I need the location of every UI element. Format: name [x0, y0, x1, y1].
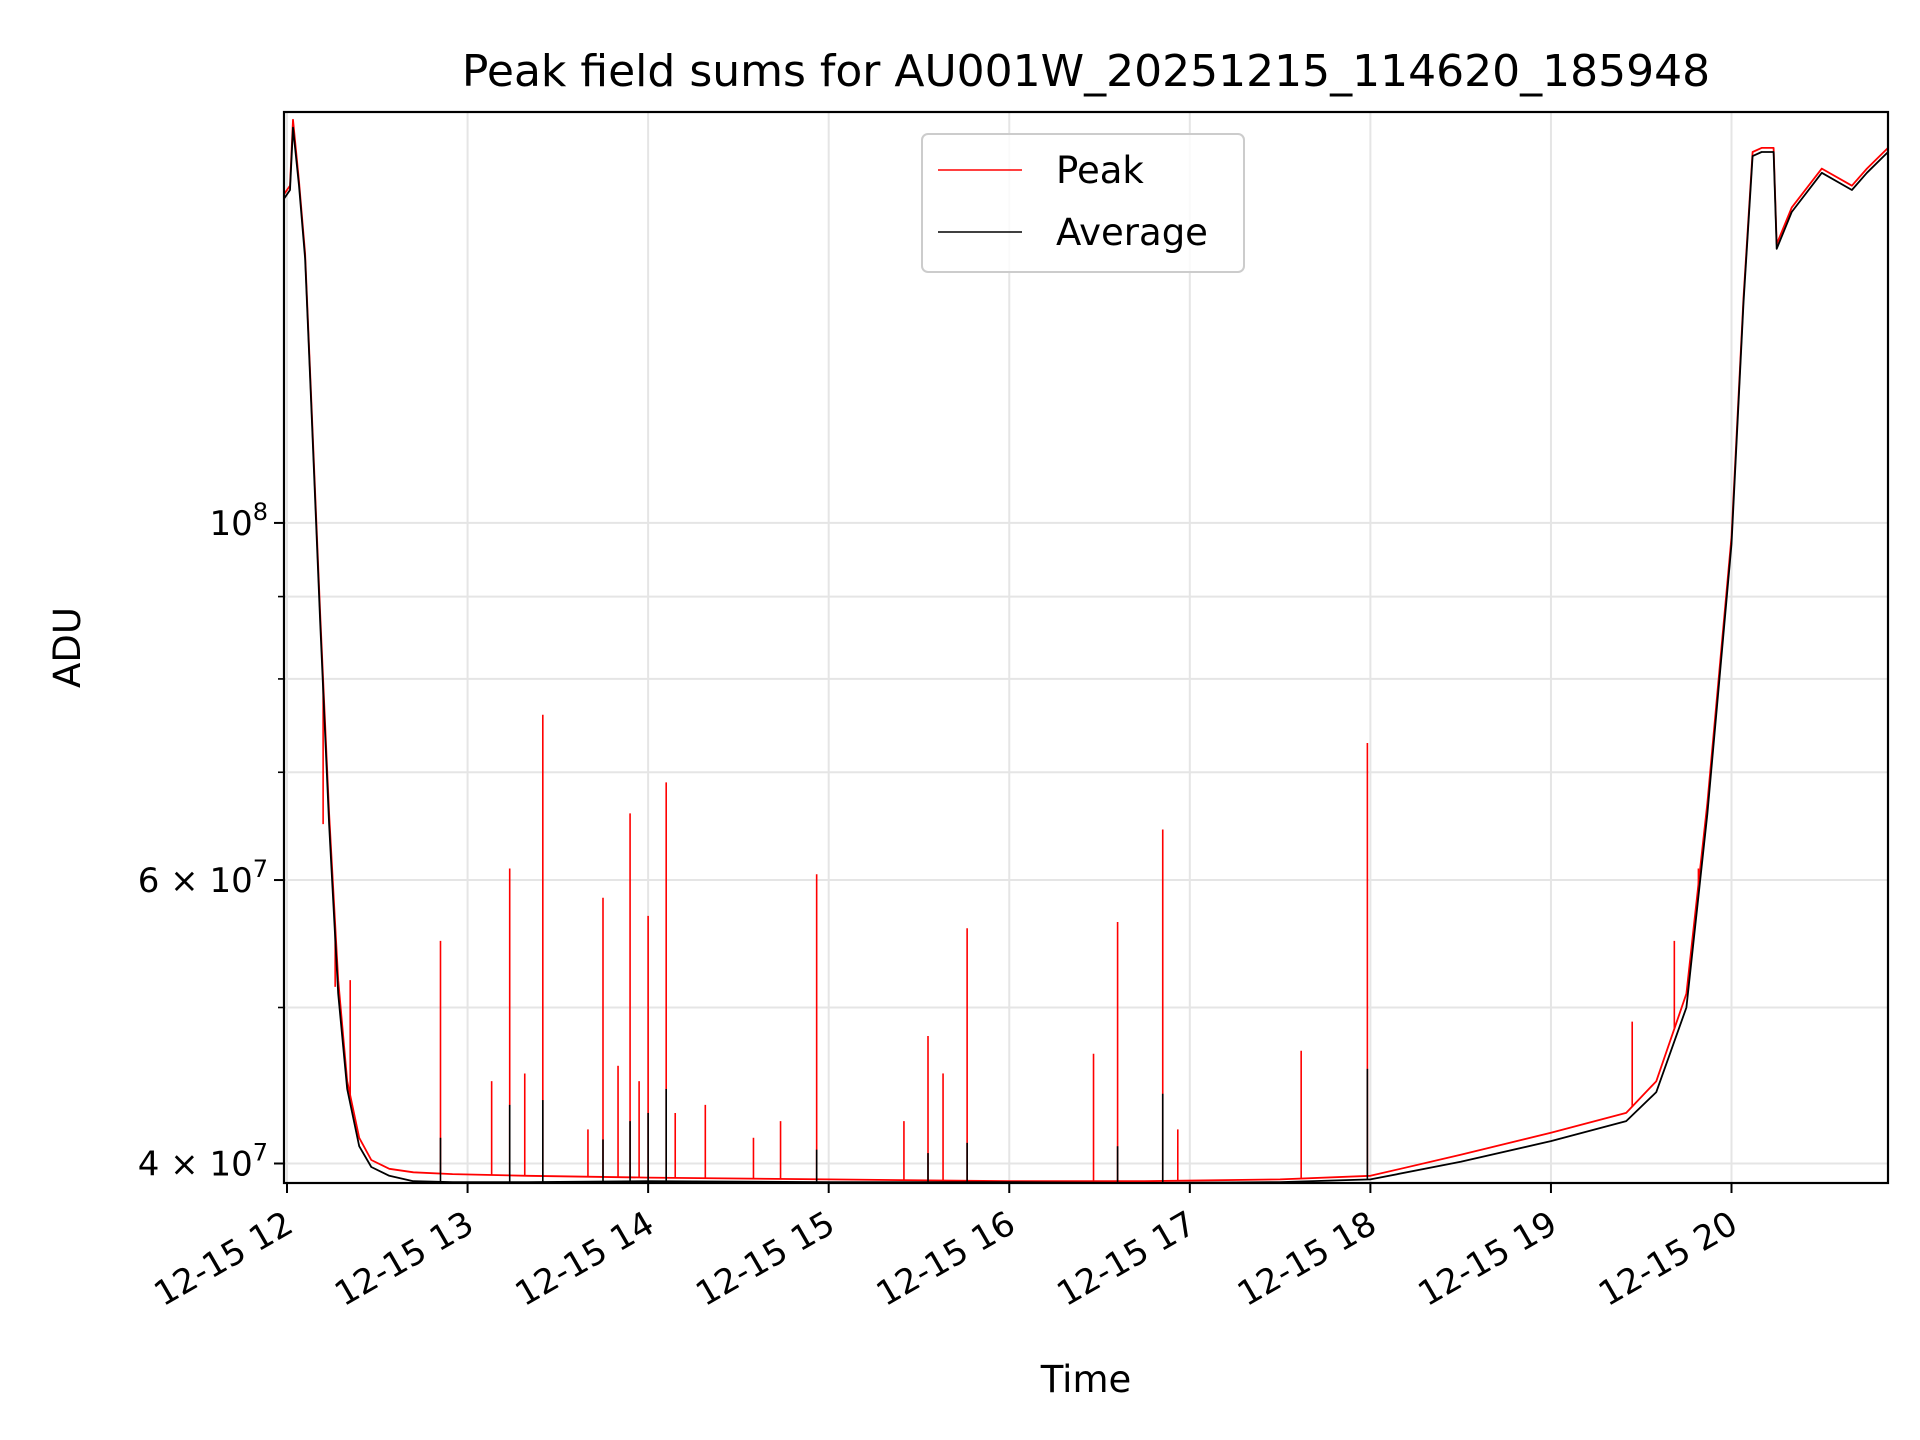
legend-label-peak: Peak — [1056, 149, 1144, 192]
y-tick-label: 4 × 107 — [138, 1139, 268, 1185]
y-tick-label: 108 — [209, 498, 268, 544]
legend-box — [921, 133, 1245, 273]
grid — [284, 112, 1888, 1183]
y-tick-label: 6 × 107 — [138, 855, 268, 901]
legend: Peak Average — [921, 133, 1245, 273]
chart-title: Peak field sums for AU001W_20251215_1146… — [462, 46, 1710, 97]
y-axis-label: ADU — [46, 607, 89, 688]
y-axis-ticks: 4 × 107 6 × 107 108 — [138, 498, 284, 1185]
x-axis-label: Time — [1040, 1358, 1132, 1401]
axes-frame — [282, 110, 1890, 1185]
legend-label-average: Average — [1056, 211, 1208, 254]
